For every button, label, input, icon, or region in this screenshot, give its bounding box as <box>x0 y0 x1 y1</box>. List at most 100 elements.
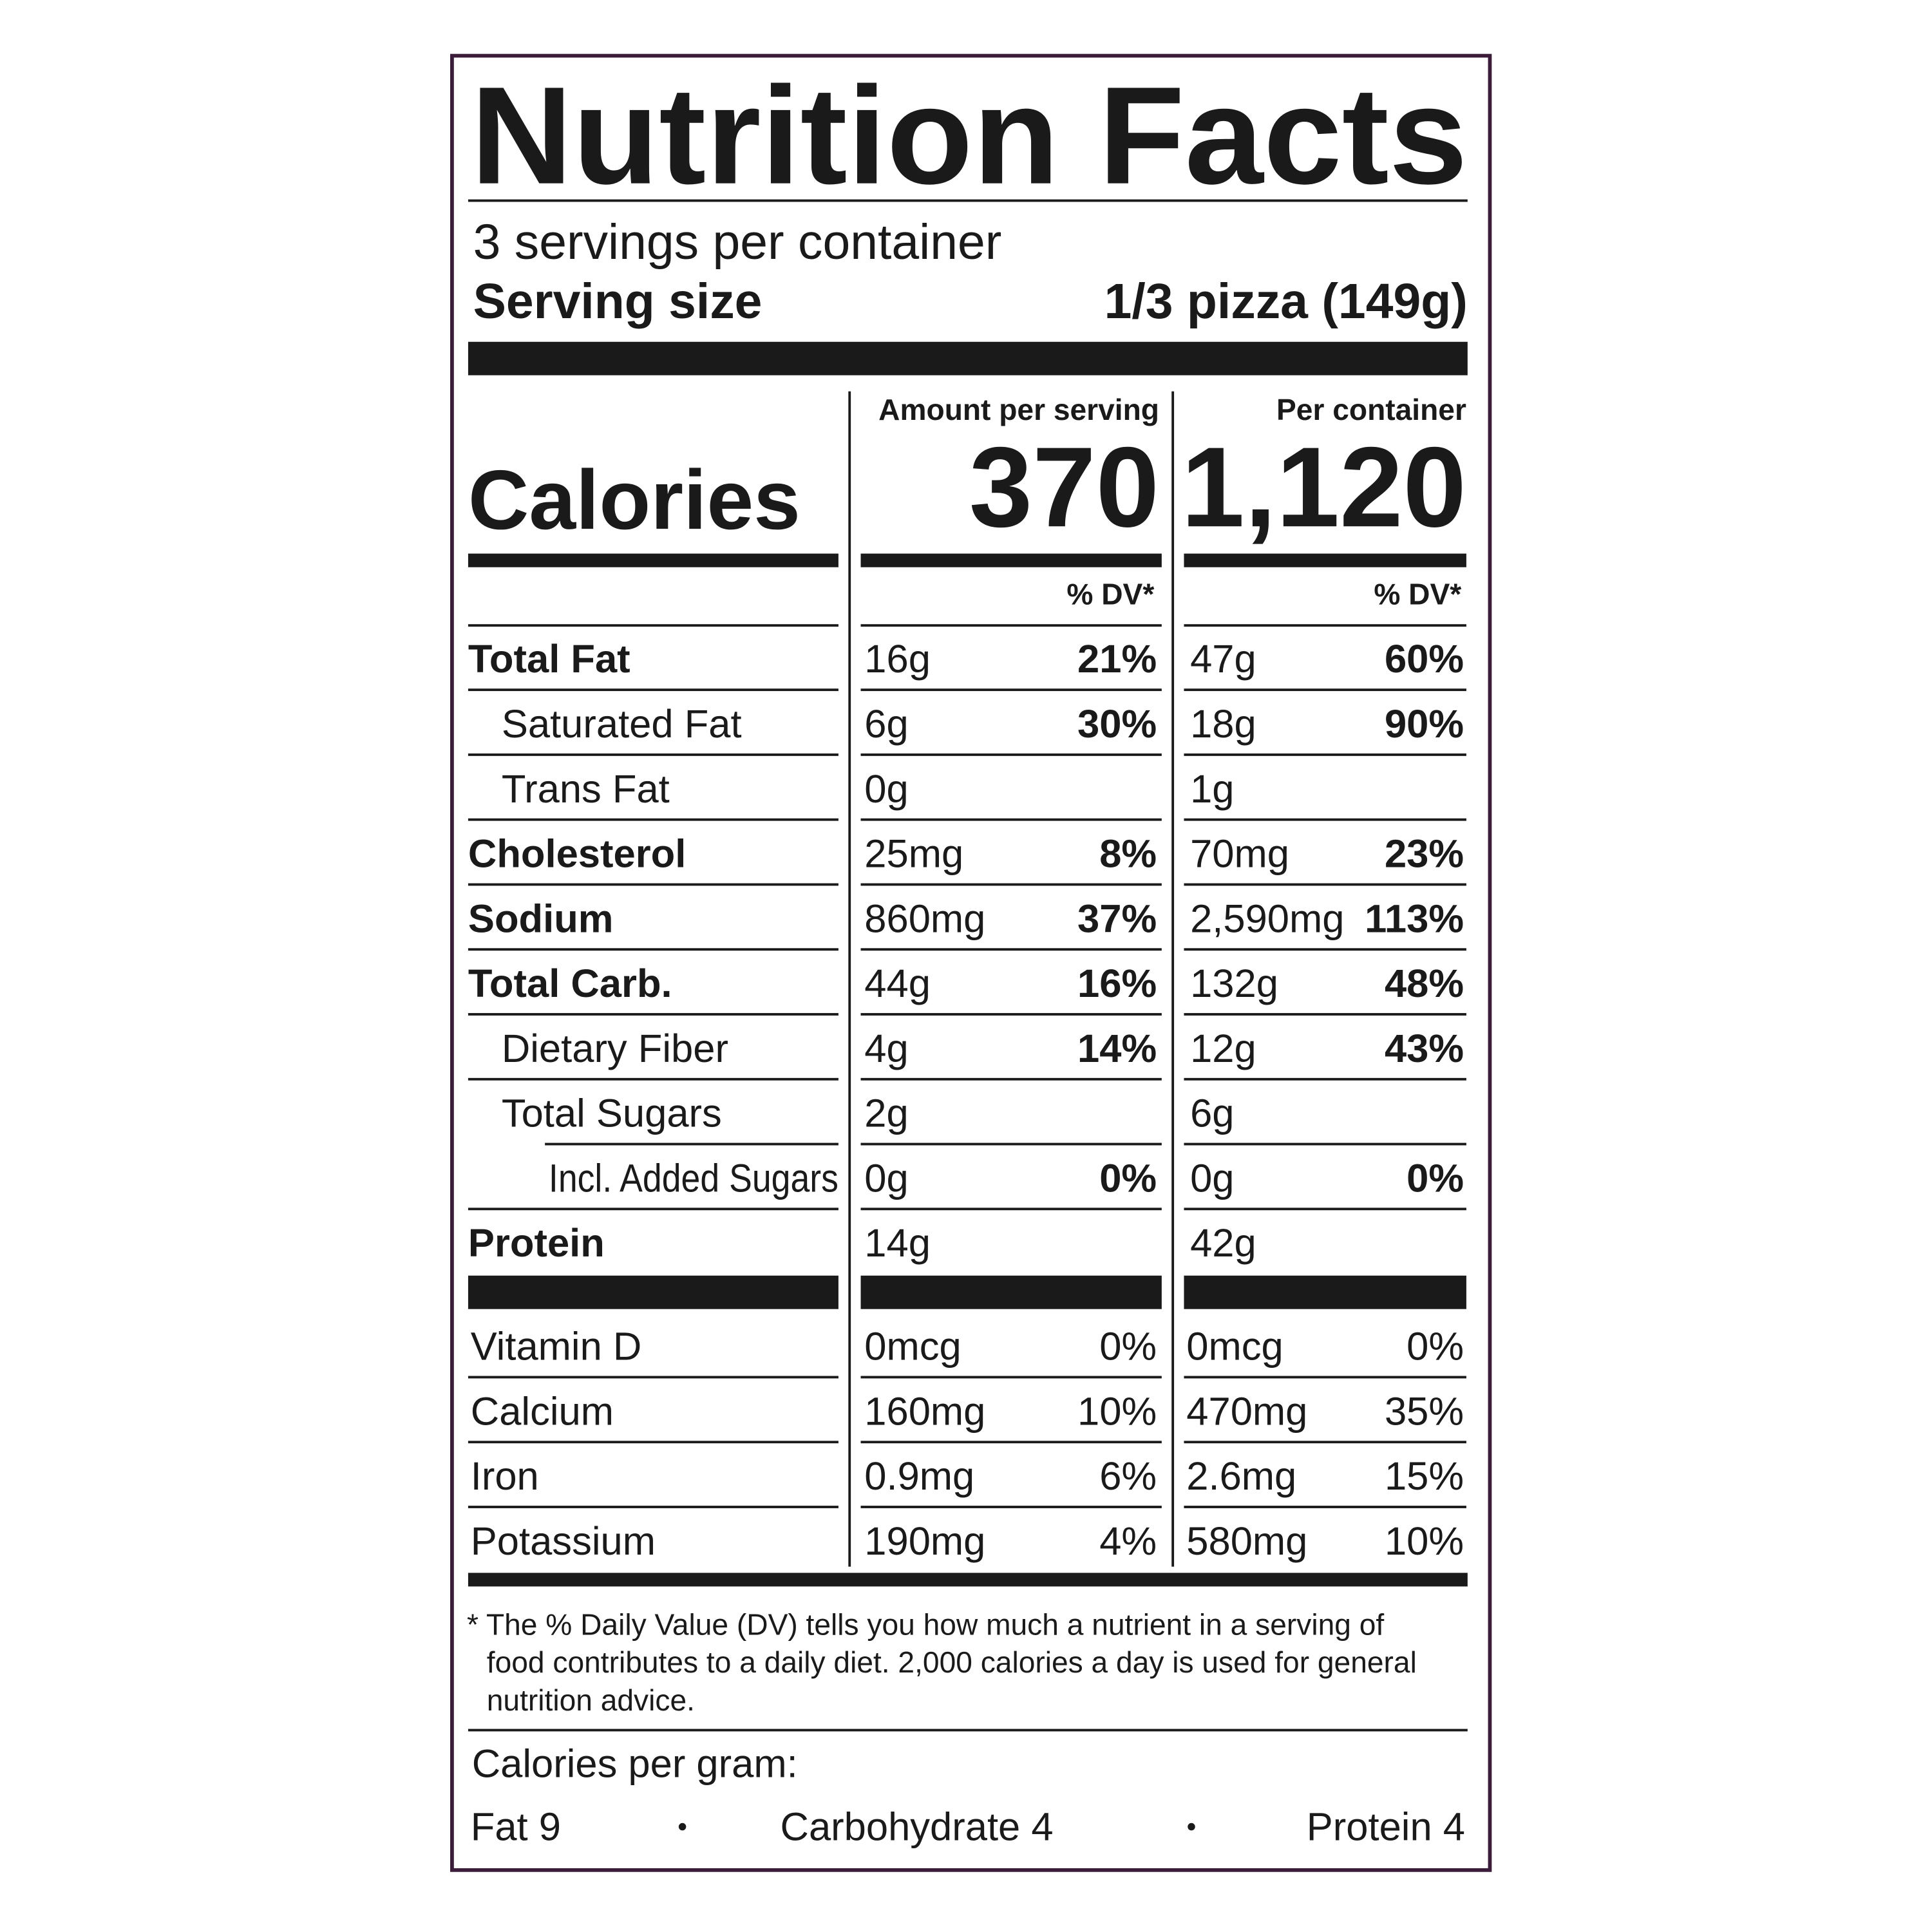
daily-value: 8% <box>1099 832 1157 876</box>
daily-value: 23% <box>1385 832 1464 876</box>
amount: 44g <box>864 961 931 1006</box>
rule <box>1184 1208 1466 1211</box>
daily-value: 30% <box>1077 702 1157 746</box>
nutrient-name: Sodium <box>468 896 614 941</box>
nutrient-name: Incl. Added Sugars <box>549 1156 838 1200</box>
amount: 16g <box>864 637 931 681</box>
rule <box>1184 1506 1466 1508</box>
daily-value: 0% <box>1099 1156 1157 1200</box>
calories-per-gram-title: Calories per gram: <box>472 1742 798 1786</box>
rule <box>468 1208 838 1211</box>
rule <box>860 753 1162 756</box>
amount: 0g <box>1190 1156 1234 1200</box>
daily-value: 113% <box>1365 896 1464 941</box>
rule <box>1184 1077 1466 1081</box>
dv-header: % DV* <box>1066 577 1154 611</box>
nutrient-name: Potassium <box>471 1519 656 1564</box>
amount: 14g <box>864 1221 931 1265</box>
daily-value: 21% <box>1077 637 1157 681</box>
serving-size-value: 1/3 pizza (149g) <box>1104 274 1468 329</box>
rule <box>860 1208 1162 1211</box>
rule <box>1184 1142 1466 1146</box>
amount: 6g <box>864 702 908 746</box>
calories-serving: 370 <box>969 424 1159 551</box>
amount: 470mg <box>1186 1389 1307 1434</box>
nutrient-name: Iron <box>471 1454 539 1499</box>
dv-header: % DV* <box>1374 577 1461 611</box>
rule <box>468 1077 838 1081</box>
daily-value: 60% <box>1385 637 1464 681</box>
footnote-line: nutrition advice. <box>487 1683 695 1717</box>
rule <box>468 883 838 886</box>
amount: 580mg <box>1186 1519 1307 1564</box>
rule <box>860 688 1162 692</box>
daily-value: 16% <box>1077 961 1157 1006</box>
amount: 0g <box>864 1156 908 1200</box>
title: Nutrition Facts <box>471 58 1468 213</box>
daily-value: 0% <box>1406 1156 1464 1200</box>
rule <box>1184 948 1466 951</box>
amount: 25mg <box>864 832 963 876</box>
amount: 6g <box>1190 1092 1234 1136</box>
amount: 0.9mg <box>864 1454 974 1499</box>
rule <box>468 1013 838 1016</box>
nutrient-name: Trans Fat <box>502 767 670 811</box>
rule <box>1184 753 1466 756</box>
bullet <box>678 1823 687 1831</box>
rule <box>468 624 838 627</box>
nutrient-name: Vitamin D <box>471 1325 642 1369</box>
daily-value: 48% <box>1385 961 1464 1006</box>
amount: 1g <box>1190 767 1234 811</box>
amount: 160mg <box>864 1389 985 1434</box>
nutrient-name: Dietary Fiber <box>502 1027 728 1071</box>
amount: 0mcg <box>864 1325 961 1369</box>
calories-per-gram-item: Fat 9 <box>471 1805 561 1850</box>
daily-value: 14% <box>1077 1027 1157 1071</box>
daily-value: 37% <box>1077 896 1157 941</box>
rule <box>860 1013 1162 1016</box>
rule <box>468 1441 838 1444</box>
rule <box>860 624 1162 627</box>
nutrient-name: Total Sugars <box>502 1092 722 1136</box>
thick-bar <box>1184 1275 1466 1309</box>
thick-bar <box>860 553 1162 567</box>
nutrient-name: Calcium <box>471 1389 614 1434</box>
amount: 860mg <box>864 896 985 941</box>
column-header: Per container <box>1276 393 1466 426</box>
rule <box>468 1506 838 1508</box>
amount: 2,590mg <box>1190 896 1344 941</box>
calories-container: 1,120 <box>1181 424 1466 551</box>
amount: 2g <box>864 1092 908 1136</box>
thick-bar <box>468 553 838 567</box>
column-header: Amount per serving <box>878 393 1159 426</box>
nutrient-name: Cholesterol <box>468 832 686 876</box>
servings: 3 servings per container <box>473 214 1002 270</box>
rule <box>1184 624 1466 627</box>
rule <box>1184 818 1466 821</box>
rule <box>468 1376 838 1379</box>
rule <box>545 1142 838 1146</box>
thick-bar <box>468 341 1468 375</box>
amount: 0g <box>864 767 908 811</box>
rule <box>860 948 1162 951</box>
nutrient-name: Total Carb. <box>468 961 672 1006</box>
nutrient-name: Protein <box>468 1221 605 1265</box>
serving-size-label: Serving size <box>473 274 762 329</box>
rule <box>468 1728 1468 1732</box>
daily-value: 35% <box>1385 1389 1464 1434</box>
footnote-line: * The % Daily Value (DV) tells you how m… <box>467 1607 1384 1641</box>
daily-value: 43% <box>1385 1027 1464 1071</box>
amount: 2.6mg <box>1186 1454 1296 1499</box>
amount: 18g <box>1190 702 1256 746</box>
calories-per-gram-item: Protein 4 <box>1307 1805 1465 1850</box>
rule <box>860 1077 1162 1081</box>
thick-bar <box>860 1275 1162 1309</box>
calories-label: Calories <box>468 453 800 547</box>
amount: 132g <box>1190 961 1278 1006</box>
daily-value: 10% <box>1077 1389 1157 1434</box>
bullet <box>1188 1823 1195 1831</box>
rule <box>1184 688 1466 692</box>
rule <box>860 883 1162 886</box>
